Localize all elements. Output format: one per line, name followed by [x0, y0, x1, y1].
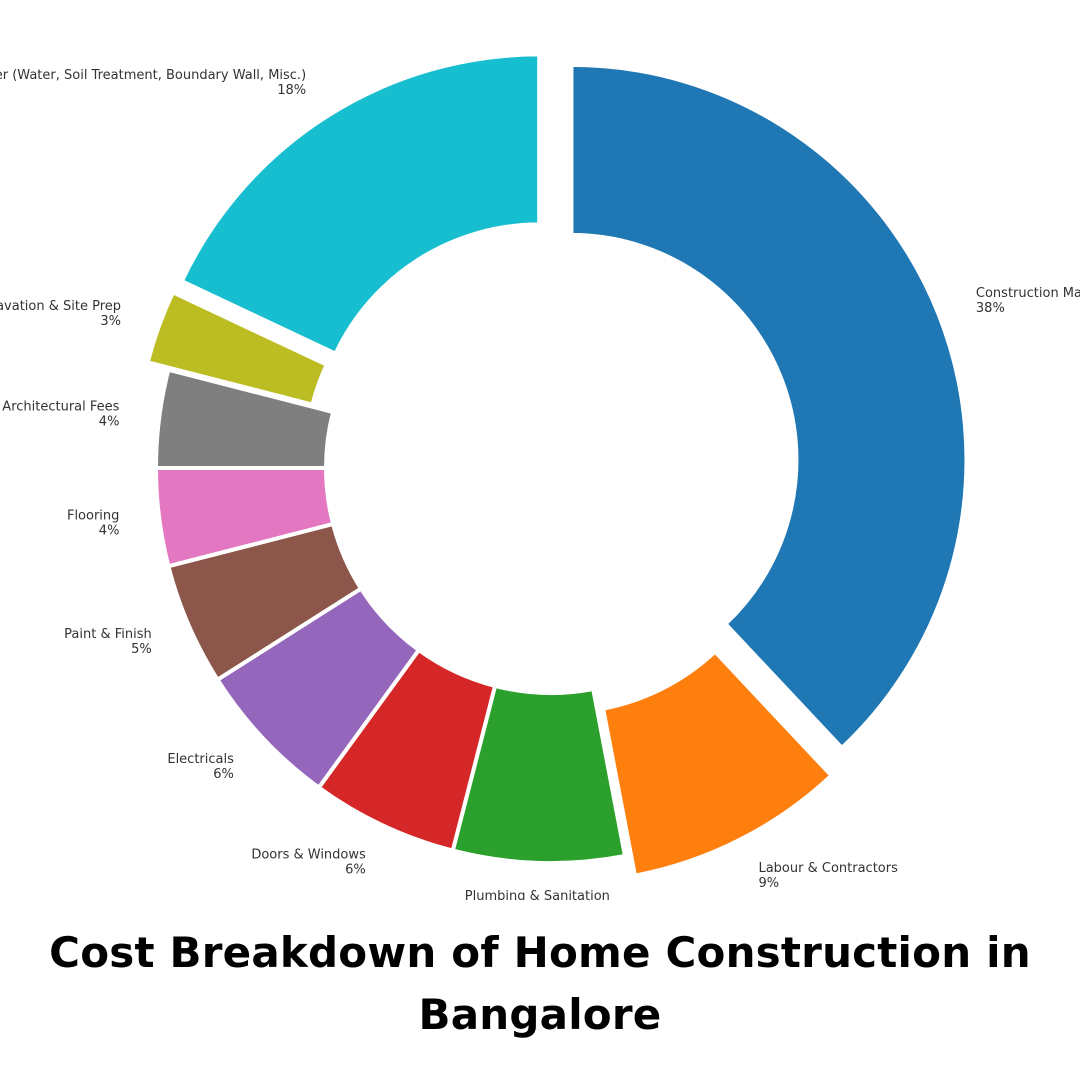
- chart-title-line-2: Bangalore: [418, 990, 662, 1039]
- slice-label-name: Excavation & Site Prep: [0, 299, 121, 314]
- slices-group: [145, 52, 969, 878]
- slice-other-water-soil-treatment-boundary-wall-misc: [179, 52, 542, 356]
- donut-chart-svg: Construction Materials38% Labour & Contra…: [0, 52, 1080, 900]
- slice-label-doors-windows: Doors & Windows 6%: [251, 848, 366, 878]
- slice-label-paint-finish: Paint & Finish 5%: [64, 627, 152, 657]
- slice-label-flooring: Flooring 4%: [67, 509, 119, 539]
- slice-label-percent: 4%: [99, 524, 120, 539]
- slice-excavation-site-prep: [145, 290, 329, 407]
- slice-label-name: Other (Water, Soil Treatment, Boundary W…: [0, 68, 306, 83]
- slice-label-name: Construction Materials: [976, 286, 1080, 301]
- slice-label-percent: 6%: [213, 767, 234, 782]
- chart-title: Cost Breakdown of Home Construction in B…: [0, 922, 1080, 1046]
- slice-labour-contractors: [601, 649, 834, 878]
- chart-title-line-1: Cost Breakdown of Home Construction in: [49, 928, 1031, 977]
- slice-label-name: Labour & Contractors: [758, 861, 898, 876]
- slice-label-name: Architectural Fees: [2, 399, 119, 414]
- slice-label-construction-materials: Construction Materials38%: [976, 286, 1080, 316]
- slice-label-labour-contractors: Labour & Contractors 9%: [758, 861, 898, 891]
- slice-label-architectural-fees: Architectural Fees 4%: [2, 399, 119, 429]
- slice-label-percent: 5%: [131, 642, 152, 657]
- slice-label-percent: 9%: [758, 876, 779, 891]
- slice-label-percent: 18%: [277, 83, 306, 98]
- slice-construction-materials: [569, 62, 969, 750]
- slice-label-plumbing-sanitation: Plumbing & Sanitation7%: [465, 889, 610, 900]
- slice-label-percent: 6%: [345, 863, 366, 878]
- slice-label-other-water-soil-treatment-boundary-wall-misc: Other (Water, Soil Treatment, Boundary W…: [0, 68, 306, 98]
- slice-label-percent: 38%: [976, 301, 1005, 316]
- slice-label-percent: 4%: [99, 414, 120, 429]
- labels-group: Construction Materials38% Labour & Contra…: [0, 68, 1080, 900]
- slice-label-name: Doors & Windows: [251, 848, 366, 863]
- slice-label-electricals: Electricals 6%: [167, 752, 234, 782]
- slice-label-name: Plumbing & Sanitation: [465, 889, 610, 900]
- slice-label-percent: 3%: [100, 314, 121, 329]
- slice-label-name: Flooring: [67, 509, 119, 524]
- slice-label-name: Paint & Finish: [64, 627, 152, 642]
- slice-label-name: Electricals: [167, 752, 234, 767]
- slice-architectural-fees: [154, 367, 336, 470]
